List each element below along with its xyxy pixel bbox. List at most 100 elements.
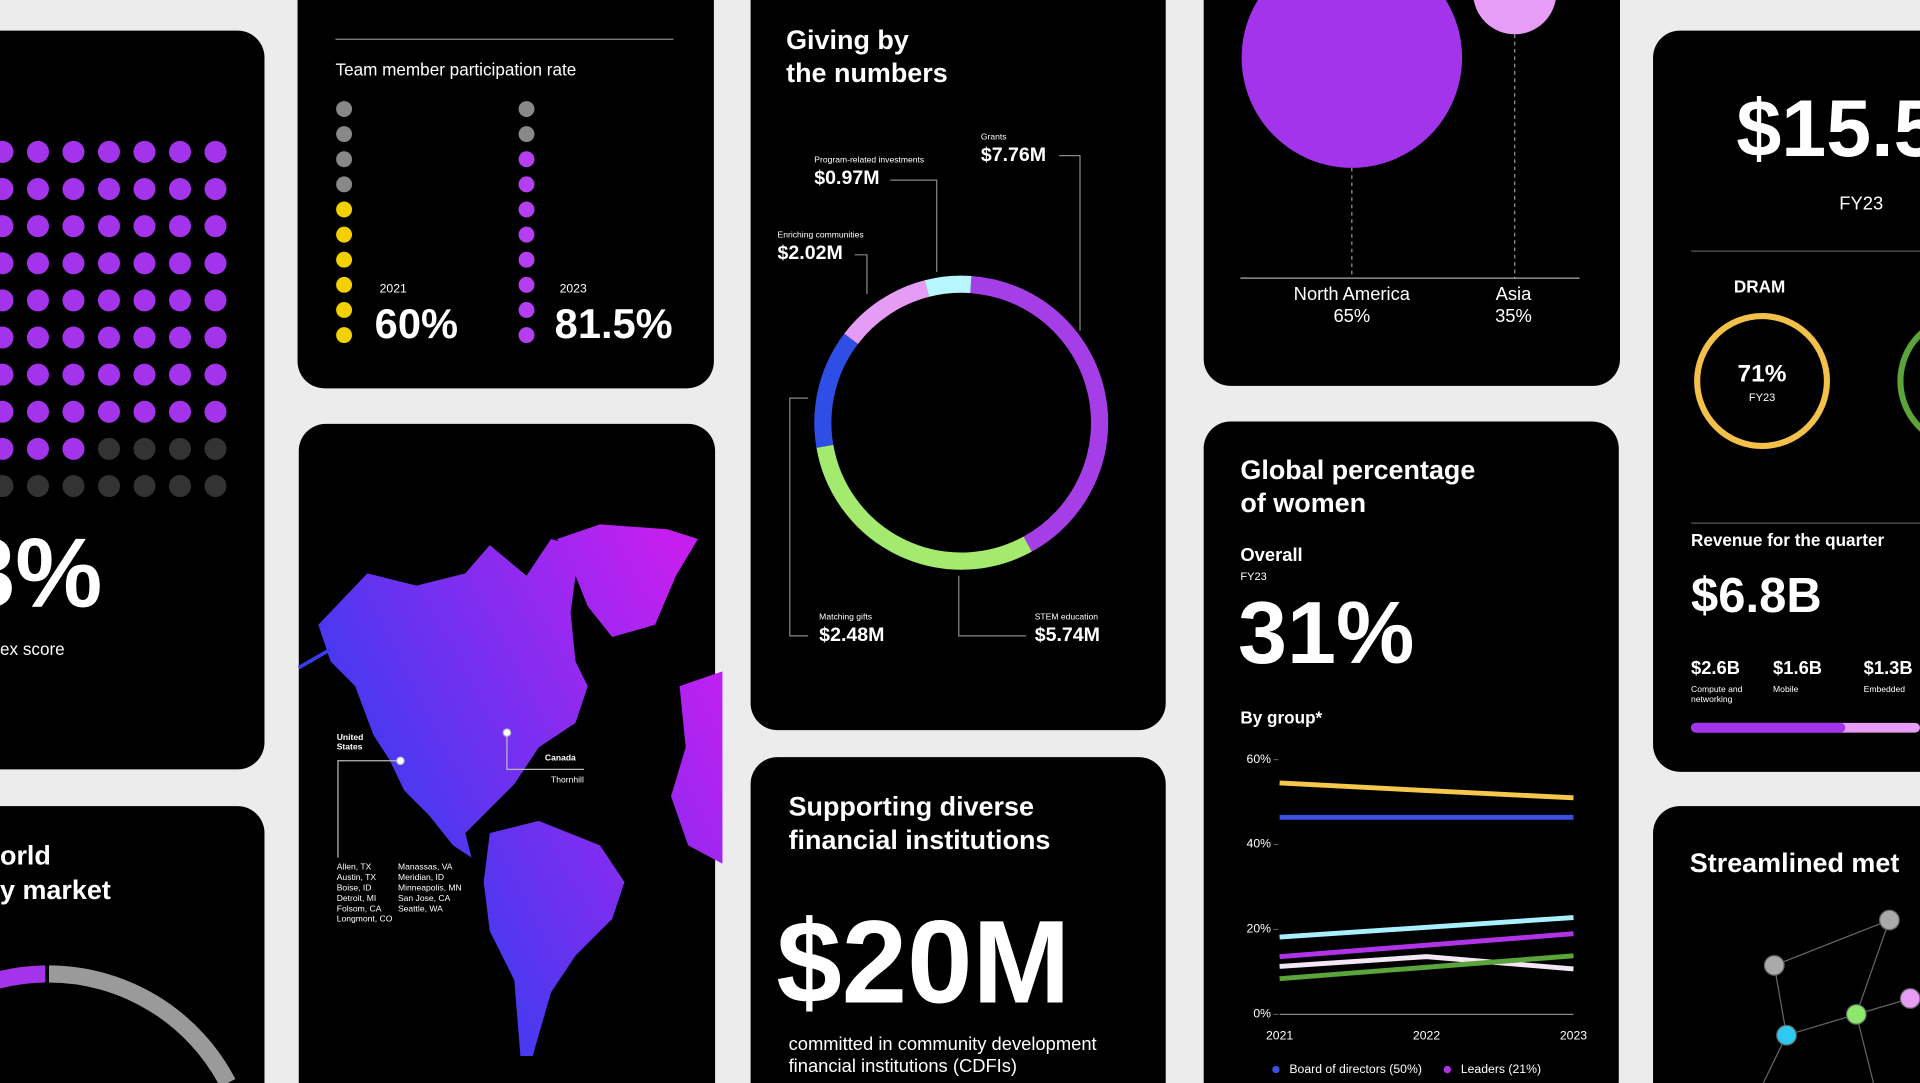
donut-segment: [844, 280, 930, 345]
grid-dot: [0, 215, 14, 238]
grid-dot: [62, 326, 85, 349]
grid-dot: [0, 252, 14, 275]
leader-line: [789, 397, 809, 637]
revenue-bar: [1691, 722, 1846, 733]
dot: [518, 176, 535, 193]
y-tick-label: 20%: [1247, 922, 1272, 936]
big-value: $20M: [776, 897, 1070, 1028]
grid-dot: [26, 326, 49, 349]
card-title: financial institutions: [789, 825, 1051, 855]
dot: [518, 301, 535, 318]
grid-dot: [133, 326, 156, 349]
map-label: States: [337, 742, 363, 752]
card-title: of women: [1240, 488, 1366, 518]
site-name: Minneapolis, MN: [398, 882, 462, 892]
grid-dot: [204, 215, 227, 238]
site-name: Seattle, WA: [398, 903, 443, 913]
leader-line: [958, 575, 1027, 637]
network-node: [1776, 1024, 1797, 1046]
segment-label: Compute and: [1691, 684, 1743, 694]
bubbles: [1240, 0, 1580, 279]
series-line: [1279, 953, 1574, 982]
ring-fy: FY23: [1749, 392, 1775, 404]
grid-dot: [0, 437, 14, 460]
grid-dot: [26, 178, 49, 201]
legend-dot: [1272, 1065, 1280, 1074]
grid-dot: [97, 140, 120, 163]
fy: FY23: [1240, 571, 1266, 583]
grid-dot: [168, 140, 192, 163]
grid-dot: [133, 363, 156, 386]
grid-dot: [0, 178, 14, 201]
grid-dot: [26, 437, 49, 460]
series-line: [1279, 954, 1574, 972]
grid-dot: [133, 289, 156, 312]
x-tick-label: 2022: [1413, 1029, 1440, 1043]
decor: [0, 38, 1920, 1083]
grid-dot: [204, 178, 227, 201]
x-tick-label: 2021: [1266, 1029, 1293, 1043]
grid-dot: [97, 178, 120, 201]
segment-value: $5.74M: [1035, 624, 1100, 646]
dot: [336, 226, 353, 243]
region-name: North America: [1294, 283, 1411, 304]
segment-value: $0.97M: [814, 167, 879, 189]
grid-dot: [0, 140, 14, 163]
grid-dot: [133, 252, 156, 275]
caption: ex score: [0, 639, 65, 659]
grid-dot: [62, 474, 85, 498]
north-america: [318, 539, 588, 858]
label: Overall: [1240, 544, 1302, 565]
network-node: [1899, 988, 1920, 1009]
series-line: [1279, 780, 1574, 801]
ring: [1897, 330, 1920, 432]
donut-segment: [816, 444, 1032, 570]
legend-label: Board of directors (50%): [1289, 1062, 1422, 1076]
revenue: $6.8B: [1691, 569, 1822, 623]
grid-dot: [133, 215, 156, 238]
grid-dot: [133, 474, 156, 498]
y-tick-label: 0%: [1253, 1007, 1271, 1021]
year: 2021: [380, 281, 407, 295]
dot: [336, 101, 353, 117]
section-title: DRAM: [1734, 276, 1785, 296]
ring-value: 71%: [1738, 360, 1787, 387]
grid-dot: [26, 252, 49, 275]
market-arc: [0, 965, 46, 989]
site-name: Allen, TX: [337, 862, 372, 872]
card: [1653, 30, 1920, 772]
label: By group*: [1240, 708, 1322, 728]
site-name: Boise, ID: [337, 882, 372, 892]
grid-dot: [97, 400, 120, 423]
map-label: Thornhill: [551, 775, 584, 785]
segment-label: Mobile: [1773, 684, 1798, 694]
dot: [518, 126, 535, 143]
card-title: the numbers: [786, 58, 948, 88]
map-label: United: [337, 732, 364, 742]
market-arc: [48, 965, 236, 1083]
x-tick-label: 2023: [1560, 1029, 1587, 1043]
segment-label: Embedded: [1864, 684, 1906, 694]
map-label: Canada: [545, 753, 576, 763]
dot: [336, 151, 353, 168]
network-node: [1763, 954, 1785, 976]
card-title: Giving by: [786, 25, 909, 55]
grid-dot: [204, 437, 227, 460]
dot: [518, 101, 535, 117]
grid-dot: [26, 289, 49, 312]
network-node: [1878, 909, 1900, 931]
series-line: [1279, 915, 1574, 940]
grid-dot: [26, 400, 49, 423]
dot: [518, 201, 535, 218]
grid-dot: [168, 326, 192, 349]
card-title: Streamlined met: [1690, 848, 1900, 878]
grid-dot: [204, 289, 227, 312]
grid-dot: [168, 474, 192, 498]
grid-dot: [97, 252, 120, 275]
site-name: Detroit, MI: [337, 893, 376, 903]
dot: [518, 226, 535, 243]
series-line: [1279, 931, 1574, 960]
grid-dot: [26, 474, 49, 498]
grid-dot: [168, 363, 192, 386]
site-dot: [396, 756, 405, 766]
